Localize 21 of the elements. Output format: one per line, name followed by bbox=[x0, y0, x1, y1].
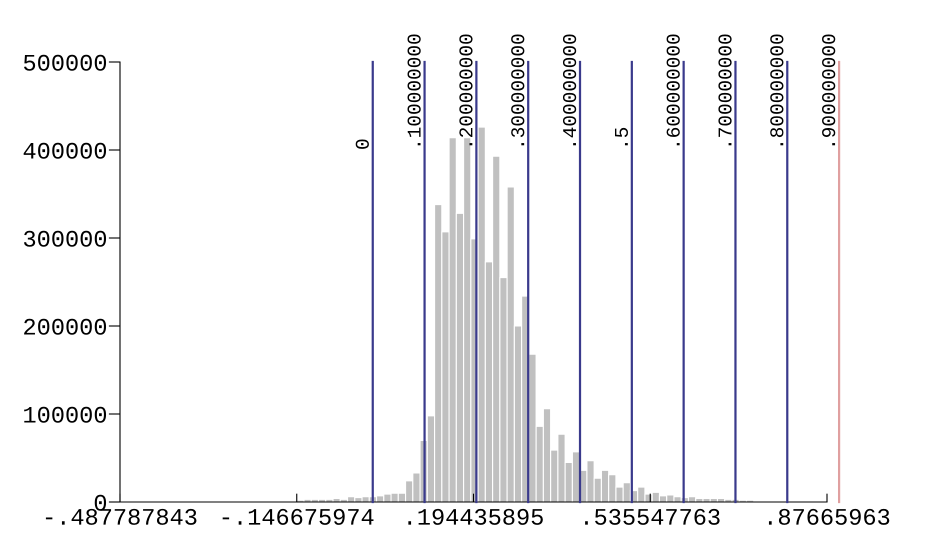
ref-line-label: .600000000 bbox=[666, 34, 680, 146]
ref-line-label: .700000000 bbox=[718, 34, 732, 146]
x-tick-label: .87665963 bbox=[768, 508, 890, 525]
x-tick-label: .535547763 bbox=[585, 508, 720, 525]
y-tick-label: 100000 bbox=[24, 406, 106, 423]
x-tick-label: -.146675974 bbox=[222, 508, 374, 525]
y-tick-label: 0 bbox=[94, 494, 106, 511]
y-tick-label: 200000 bbox=[24, 318, 106, 335]
y-tick-label: 300000 bbox=[24, 230, 106, 247]
x-tick-label: .194435895 bbox=[408, 508, 543, 525]
ref-line-label: .100000000 bbox=[408, 34, 421, 146]
ref-line-label: .800000000 bbox=[770, 34, 784, 146]
y-tick-label: 500000 bbox=[24, 54, 106, 71]
ref-line-label: 0 bbox=[356, 140, 369, 149]
ref-line-label: .400000000 bbox=[562, 34, 576, 146]
ref-line-label: .5 bbox=[614, 128, 628, 146]
ref-line-label: .900000000 bbox=[822, 34, 836, 146]
ref-line-label: .300000000 bbox=[511, 34, 524, 146]
y-tick-label: 400000 bbox=[24, 142, 106, 159]
x-tick-label: -.487787843 bbox=[46, 508, 196, 525]
ref-line-label: .200000000 bbox=[459, 34, 473, 146]
